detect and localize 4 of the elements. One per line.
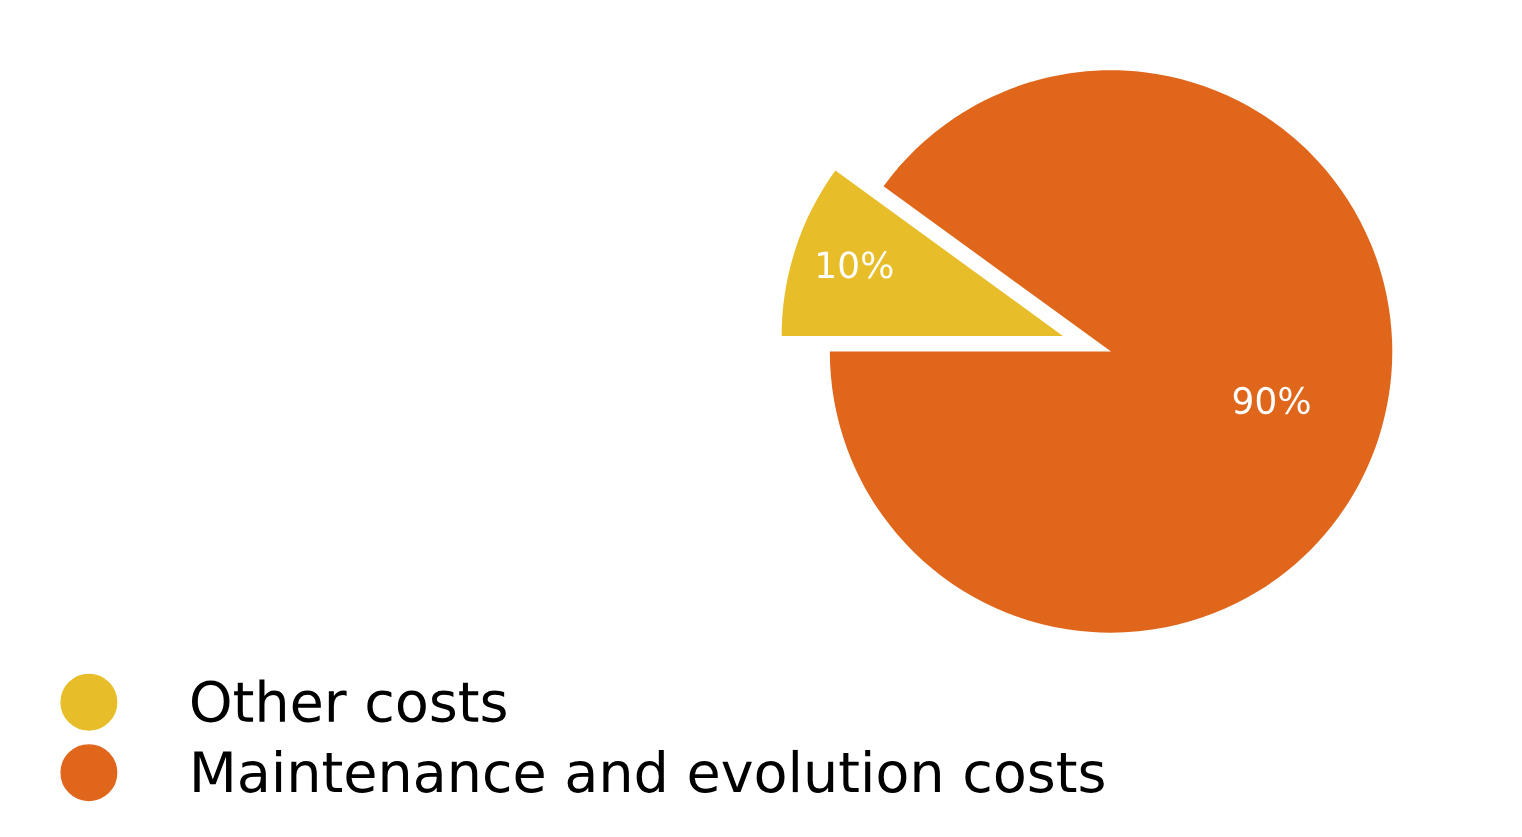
legend-label: Other costs [192, 679, 506, 723]
data-label: 90% [1233, 386, 1310, 415]
data-label: 10% [818, 251, 893, 279]
legend-label: Maintenance and evolution costs [194, 749, 1104, 793]
